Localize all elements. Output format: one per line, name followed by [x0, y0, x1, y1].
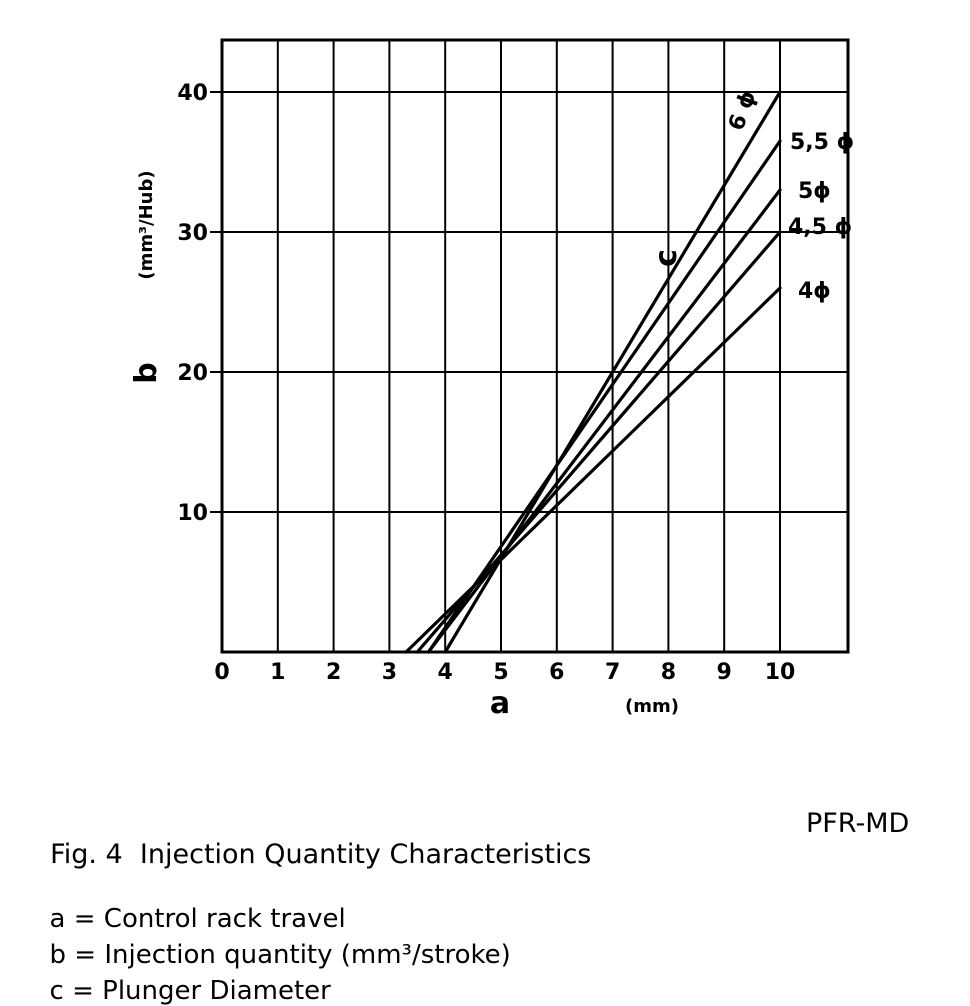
x-tick-label: 3 [382, 660, 397, 685]
y-tick-label: 30 [177, 221, 208, 246]
x-tick-label: 7 [605, 660, 620, 685]
series-label-0: 6 ϕ [724, 87, 761, 134]
legend-key: b [49, 940, 67, 970]
plot-border [220, 38, 850, 654]
x-tick-label: 6 [549, 660, 564, 685]
legend-text: Injection quantity (mm³/stroke) [104, 940, 511, 970]
y-tick-labels: 10 20 30 40 [177, 81, 208, 526]
y-axis-label: b [129, 362, 164, 383]
series-label-4: 4ϕ [798, 279, 831, 304]
x-tick-label: 2 [326, 660, 341, 685]
series-lines [404, 90, 782, 654]
figure-number: Fig. 4 [50, 839, 123, 870]
x-tick-label: 9 [717, 660, 732, 685]
x-tick-labels: 0 1 2 3 4 5 6 7 8 9 10 [214, 660, 795, 685]
series-line-2 [426, 188, 782, 654]
series-line-1 [426, 139, 782, 654]
series-label-1: 5,5 ϕ [790, 130, 854, 155]
series-label-3: 4,5 ϕ [788, 215, 852, 240]
curve-label-c: c [649, 249, 684, 267]
y-tick-label: 10 [177, 501, 208, 526]
legend-item-b: b = Injection quantity (mm³/stroke) [49, 940, 511, 970]
plot-frame [220, 38, 850, 654]
series-line-4 [404, 286, 782, 654]
legend-item-a: a = Control rack travel [49, 904, 346, 934]
y-axis-unit: (mm³/Hub) [136, 170, 157, 279]
legend-key: c [49, 976, 64, 1006]
x-tick-label: 10 [765, 660, 796, 685]
figure-title: Injection Quantity Characteristics [139, 839, 592, 870]
grid [210, 40, 848, 652]
x-tick-label: 1 [270, 660, 285, 685]
series-label-2: 5ϕ [798, 179, 831, 204]
x-tick-label: 4 [438, 660, 453, 685]
x-tick-label: 8 [661, 660, 676, 685]
x-axis-unit: (mm) [625, 696, 679, 717]
x-axis-label: a [490, 686, 510, 721]
figure-caption: Fig. 4 Injection Quantity Characteristic… [33, 808, 591, 870]
figure-model: PFR-MD [806, 808, 910, 839]
y-tick-label: 40 [177, 81, 208, 106]
legend-key: a [49, 904, 66, 934]
y-tick-label: 20 [177, 361, 208, 386]
x-tick-label: 0 [214, 660, 229, 685]
legend-item-c: c = Plunger Diameter [49, 976, 331, 1006]
legend-text: Control rack travel [103, 904, 346, 934]
legend-text: Plunger Diameter [102, 976, 331, 1006]
x-tick-label: 5 [493, 660, 508, 685]
